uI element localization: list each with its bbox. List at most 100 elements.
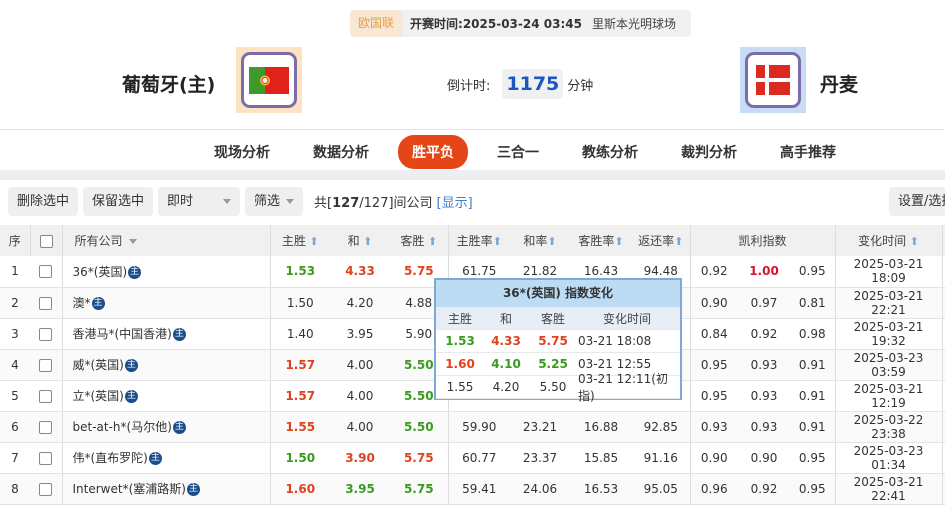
settings-button[interactable]: 设置/选择	[889, 187, 945, 216]
row-checkbox-cell[interactable]	[30, 442, 62, 474]
keep-selected-button[interactable]: 保留选中	[83, 187, 154, 216]
home-odds: 1.57	[269, 380, 330, 412]
tab-1[interactable]: 现场分析	[214, 145, 270, 161]
col-home-rate-label: 主胜率	[456, 234, 493, 248]
tab-5[interactable]: 教练分析	[582, 145, 638, 161]
company-name[interactable]: Interwet*(塞浦路斯)	[72, 482, 186, 496]
away-odds: 5.75	[390, 442, 448, 474]
company-cell[interactable]: Interwet*(塞浦路斯) 主	[61, 473, 270, 505]
row-checkbox-cell[interactable]	[30, 473, 62, 505]
return-rate: 95.05	[632, 473, 690, 505]
row-checkbox-cell[interactable]	[30, 287, 62, 319]
company-name[interactable]: 威*(英国)	[72, 358, 124, 372]
tooltip-draw: 4.33	[491, 334, 521, 348]
row-number: 3	[0, 318, 30, 350]
tooltip-col-time: 变化时间	[602, 311, 651, 326]
col-draw-label: 和	[347, 234, 360, 248]
draw-rate: 23.21	[510, 411, 570, 443]
portugal-flag-icon	[249, 66, 289, 94]
away-team-name[interactable]: 丹麦	[820, 74, 859, 96]
col-home[interactable]: 主胜 ⬆	[270, 225, 330, 256]
delete-selected-button[interactable]: 删除选中	[8, 187, 79, 216]
row-checkbox-cell[interactable]	[30, 411, 62, 443]
tab-2[interactable]: 数据分析	[313, 145, 369, 161]
col-away[interactable]: 客胜 ⬆	[390, 225, 449, 256]
checkbox[interactable]	[39, 358, 53, 372]
kelly-draw: 0.93	[738, 411, 790, 443]
mode-select-value: 即时	[167, 194, 194, 209]
company-cell[interactable]: 立*(英国) 主	[61, 380, 270, 412]
home-rate: 59.41	[447, 473, 510, 505]
company-cell[interactable]: 香港马*(中国香港) 主	[61, 318, 270, 350]
company-name[interactable]: 立*(英国)	[72, 389, 124, 403]
home-team-flag[interactable]	[236, 47, 302, 113]
tab-6[interactable]: 裁判分析	[681, 145, 737, 161]
col-draw-rate[interactable]: 和率⬆	[510, 225, 570, 256]
venue: 里斯本光明球场	[591, 17, 676, 31]
col-company[interactable]: 所有公司	[62, 225, 271, 256]
col-away-rate[interactable]: 客胜率⬆	[570, 225, 632, 256]
company-name[interactable]: 澳*	[72, 296, 91, 310]
home-team-name[interactable]: 葡萄牙(主)	[122, 74, 216, 96]
mode-select[interactable]: 即时	[158, 187, 241, 216]
tooltip-draw: 4.20	[492, 380, 520, 394]
col-time[interactable]: 变化时间 ⬆	[835, 225, 943, 256]
return-rate: 91.16	[632, 442, 690, 474]
col-company-label: 所有公司	[74, 234, 123, 248]
tooltip-home: 1.53	[445, 334, 475, 348]
company-cell[interactable]: 澳* 主	[61, 287, 270, 319]
company-cell[interactable]: 36*(英国) 主	[61, 256, 270, 288]
filter-dropdown[interactable]: 筛选	[245, 187, 304, 216]
show-link[interactable]: [显示]	[436, 196, 473, 211]
denmark-flag-icon	[756, 65, 790, 95]
away-odds: 5.75	[390, 473, 448, 505]
filter-label: 筛选	[254, 194, 281, 209]
checkbox[interactable]	[39, 420, 53, 434]
checkbox[interactable]	[39, 389, 53, 403]
checkbox[interactable]	[39, 296, 53, 310]
checkbox[interactable]	[39, 234, 53, 248]
col-draw[interactable]: 和 ⬆	[330, 225, 390, 256]
checkbox[interactable]	[39, 451, 53, 465]
draw-odds: 4.33	[330, 256, 390, 288]
tab-7[interactable]: 高手推荐	[780, 145, 836, 161]
away-team-flag[interactable]	[740, 47, 806, 113]
row-number: 7	[0, 442, 30, 474]
row-checkbox-cell[interactable]	[30, 318, 62, 350]
company-cell[interactable]: 威*(英国) 主	[61, 349, 270, 381]
col-return[interactable]: 返还率⬆	[632, 225, 691, 256]
league-label[interactable]: 欧国联	[350, 10, 403, 37]
kelly-draw: 1.00	[738, 256, 790, 288]
row-edge	[941, 411, 945, 443]
col-home-rate[interactable]: 主胜率⬆	[448, 225, 510, 256]
company-name[interactable]: 伟*(直布罗陀)	[72, 451, 148, 465]
row-checkbox-cell[interactable]	[30, 256, 62, 288]
checkbox[interactable]	[39, 327, 53, 341]
row-checkbox-cell[interactable]	[30, 380, 62, 412]
change-time: 2025-03-21 22:21	[834, 287, 943, 319]
match-info-bar: 欧国联 开赛时间: 2025-03-24 03:45 里斯本光明球场	[350, 10, 691, 37]
main-company-badge-icon: 主	[124, 359, 138, 372]
divider	[0, 129, 945, 130]
col-away-label: 客胜	[400, 234, 425, 248]
company-name[interactable]: bet-at-h*(马尔他)	[72, 420, 172, 434]
select-all-checkbox[interactable]	[30, 225, 63, 256]
tab-4[interactable]: 三合一	[497, 145, 539, 161]
change-time: 2025-03-21 19:32	[834, 318, 943, 350]
row-number: 4	[0, 349, 30, 381]
tab-3[interactable]: 胜平负	[398, 135, 468, 169]
home-rate: 60.77	[447, 442, 510, 474]
company-name[interactable]: 香港马*(中国香港)	[72, 327, 172, 341]
checkbox[interactable]	[39, 482, 53, 496]
kelly-away: 0.95	[790, 442, 836, 474]
sort-up-icon: ⬆	[674, 235, 684, 248]
kelly-home: 0.92	[689, 256, 738, 288]
checkbox[interactable]	[39, 265, 53, 279]
kelly-home: 0.84	[689, 318, 738, 350]
tooltip-col-away: 客胜	[540, 311, 565, 326]
company-cell[interactable]: 伟*(直布罗陀) 主	[61, 442, 270, 474]
company-cell[interactable]: bet-at-h*(马尔他) 主	[61, 411, 270, 443]
company-name[interactable]: 36*(英国)	[72, 264, 128, 279]
kelly-home: 0.96	[689, 473, 738, 505]
row-checkbox-cell[interactable]	[30, 349, 62, 381]
